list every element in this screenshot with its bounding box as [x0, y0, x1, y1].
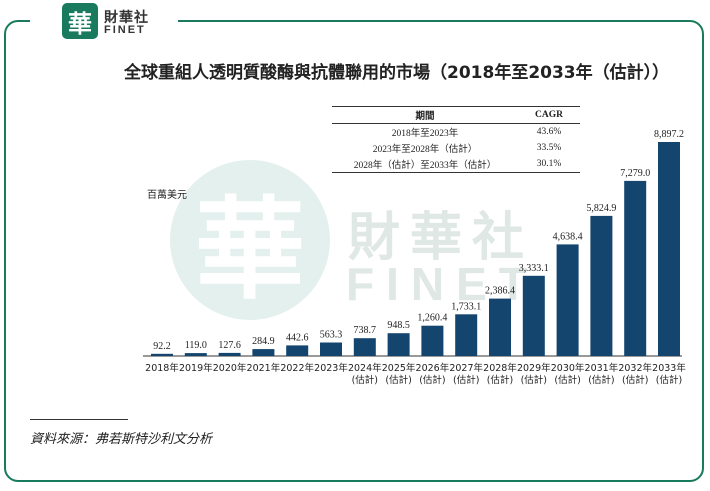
x-tick-label: (估計)	[453, 374, 479, 386]
cagr-value: 43.6%	[536, 127, 562, 137]
x-tick-label: 2018年	[145, 362, 179, 374]
data-label: 4,638.4	[553, 231, 583, 242]
data-label: 284.9	[252, 336, 275, 347]
x-tick-label: (估計)	[554, 374, 580, 386]
data-label: 442.6	[286, 332, 309, 343]
x-tick-label: (估計)	[588, 374, 614, 386]
data-label: 127.6	[218, 340, 241, 351]
x-tick-label: (估計)	[487, 374, 513, 386]
bar	[421, 325, 444, 356]
bar	[658, 142, 680, 356]
chart-title: 全球重組人透明質酸酶與抗體聯用的市場（2018年至2033年（估計））	[124, 63, 670, 83]
cagr-row: 2018年至2023年 43.6%	[332, 124, 580, 141]
x-tick-label: 2032年	[618, 362, 652, 374]
x-tick-label: (估計)	[656, 374, 682, 386]
bar	[590, 215, 613, 356]
cagr-header-period: 期間	[415, 112, 435, 122]
data-label: 1,260.4	[417, 313, 447, 324]
bar	[624, 180, 647, 356]
data-label: 738.7	[354, 325, 377, 336]
x-tick-label: 2033年	[652, 362, 686, 374]
finet-logo-seal: 華	[62, 3, 98, 39]
source-note: 資料來源：弗若斯特沙利文分析	[30, 432, 213, 447]
y-axis-unit-label: 百萬美元	[147, 190, 187, 201]
x-tick-label: 2029年	[517, 362, 551, 374]
chart-frame	[4, 20, 704, 482]
data-label: 1,733.1	[451, 301, 481, 312]
bar	[320, 342, 342, 356]
brand-name-en: FINET	[104, 24, 146, 36]
cagr-table: 期間 CAGR 2018年至2023年 43.6% 2023年至2028年（估計…	[332, 106, 580, 173]
source-divider	[30, 419, 128, 420]
x-tick-label: 2028年	[483, 362, 517, 374]
data-label: 5,824.9	[586, 203, 616, 214]
bar	[522, 275, 545, 356]
x-tick-label: 2030年	[551, 362, 585, 374]
bar	[184, 353, 207, 356]
x-tick-label: 2031年	[585, 362, 619, 374]
data-label: 119.0	[185, 340, 207, 351]
data-label: 2,386.4	[485, 286, 515, 297]
x-tick-label: 2022年	[280, 362, 314, 374]
watermark-seal: 華	[170, 160, 330, 320]
header-mask	[30, 6, 178, 40]
cagr-row: 2023年至2028年（估計） 33.5%	[332, 140, 580, 156]
cagr-period: 2028年（估計）至2033年（估計）	[353, 161, 497, 171]
x-tick-label: 2019年	[179, 362, 213, 374]
watermark-name-cn: 財華社	[348, 208, 535, 268]
data-label: 948.5	[387, 320, 410, 331]
x-tick-label: 2027年	[449, 362, 483, 374]
bar	[489, 298, 511, 356]
x-tick-label: 2025年	[382, 362, 416, 374]
data-label: 92.2	[153, 341, 171, 352]
data-label: 3,333.1	[519, 263, 549, 274]
x-tick-label: (估計)	[419, 374, 445, 386]
bar	[151, 353, 173, 356]
x-tick-label: (估計)	[352, 374, 378, 386]
bar	[353, 338, 376, 356]
x-tick-label: (估計)	[385, 374, 411, 386]
bar	[455, 314, 478, 356]
data-label: 563.3	[320, 330, 343, 341]
x-tick-label: 2026年	[416, 362, 450, 374]
data-label: 7,279.0	[620, 168, 650, 179]
cagr-value: 30.1%	[536, 159, 562, 169]
x-tick-label: 2024年	[348, 362, 382, 374]
bar	[387, 333, 410, 356]
cagr-value: 33.5%	[536, 143, 562, 153]
data-label: 8,897.2	[654, 129, 684, 140]
cagr-row: 2028年（估計）至2033年（估計） 30.1%	[332, 156, 580, 173]
bar	[286, 345, 309, 356]
x-tick-label: 2021年	[247, 362, 281, 374]
brand-name-cn: 財華社	[104, 10, 149, 26]
x-tick-label: (估計)	[622, 374, 648, 386]
cagr-header-cagr: CAGR	[535, 110, 563, 120]
cagr-period: 2023年至2028年（估計）	[372, 145, 478, 155]
x-tick-label: 2020年	[213, 362, 247, 374]
bar	[218, 352, 241, 356]
bar	[252, 349, 275, 356]
cagr-period: 2018年至2023年	[391, 129, 459, 139]
x-tick-label: (估計)	[521, 374, 547, 386]
x-tick-label: 2023年	[314, 362, 348, 374]
bar	[556, 244, 579, 356]
